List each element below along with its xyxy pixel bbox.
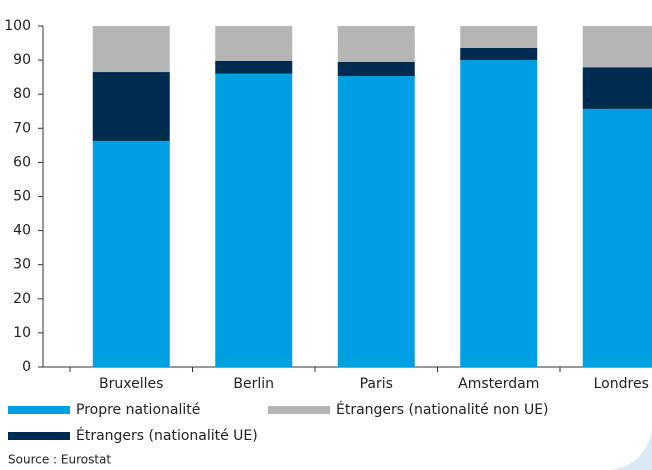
y-tick-label: 0 <box>22 359 31 375</box>
y-tick-label: 100 <box>4 18 31 34</box>
bar-segment <box>215 60 293 74</box>
bar-segment <box>92 140 170 367</box>
bar-segment <box>92 26 170 73</box>
y-tick-label: 30 <box>13 257 31 273</box>
x-tick-label: Bruxelles <box>99 376 163 392</box>
bar-segment <box>337 76 415 367</box>
y-tick-label: 40 <box>13 223 31 239</box>
x-tick-label: Berlin <box>233 376 274 392</box>
y-tick-label: 60 <box>13 154 31 170</box>
source: Source : Eurostat <box>8 453 111 467</box>
legend-swatch <box>8 406 70 414</box>
bar-segment <box>337 26 415 62</box>
x-tick-label: Amsterdam <box>458 376 539 392</box>
y-tick-label: 80 <box>13 86 31 102</box>
legend-label: Étrangers (nationalité non UE) <box>336 401 549 418</box>
bar-segment <box>460 47 538 61</box>
bar-segment <box>460 26 538 48</box>
y-tick-label: 50 <box>13 189 31 205</box>
y-tick-label: 20 <box>13 291 31 307</box>
bar-segment <box>582 26 652 68</box>
legend-swatch <box>8 432 70 440</box>
x-tick-label: Paris <box>360 376 393 392</box>
bar-segment <box>215 26 293 61</box>
bar-segment <box>582 67 652 109</box>
bar-segment <box>582 108 652 367</box>
legend-swatch <box>268 406 330 414</box>
bar-segment <box>92 72 170 141</box>
legend-label: Propre nationalité <box>76 402 200 418</box>
x-tick-label: Londres <box>594 376 649 392</box>
y-tick-label: 70 <box>13 120 31 136</box>
legend-label: Étrangers (nationalité UE) <box>76 427 258 444</box>
y-tick-label: 90 <box>13 52 31 68</box>
bar-segment <box>337 61 415 77</box>
corner-decoration <box>610 430 652 470</box>
y-tick-label: 10 <box>13 325 31 341</box>
bar-segment <box>460 60 538 367</box>
bar-segment <box>215 73 293 368</box>
